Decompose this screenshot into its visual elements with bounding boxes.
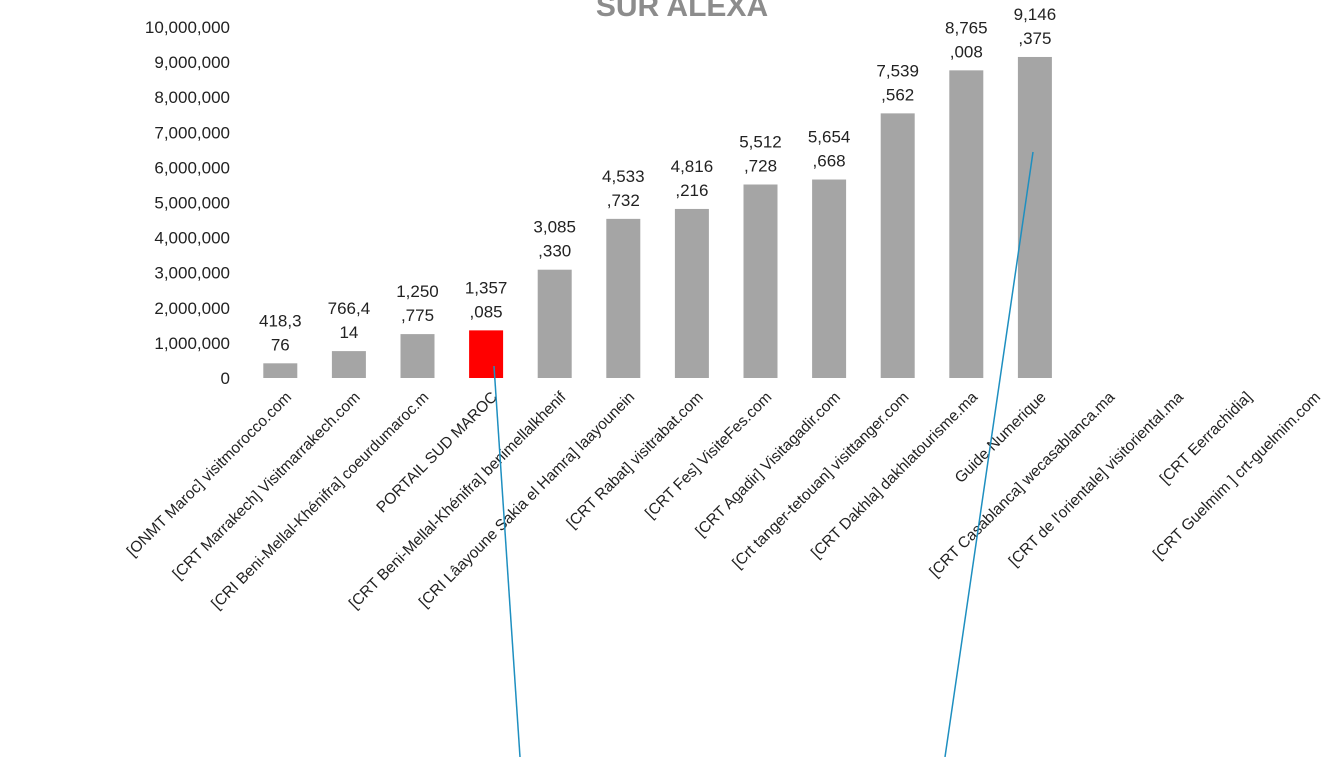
- value-label-line: 1,250: [396, 282, 439, 301]
- bar: [812, 179, 847, 378]
- value-label-line: 3,085: [533, 218, 576, 237]
- bar: [263, 363, 298, 378]
- value-label: 4,533 ,732: [602, 167, 645, 210]
- bar: [880, 113, 915, 378]
- annotation-line: [493, 365, 521, 757]
- value-label-line: ,668: [813, 152, 846, 171]
- value-label: 1,250 ,775: [396, 282, 439, 325]
- value-label-line: 7,539: [876, 61, 919, 80]
- value-label: 9,146 ,375: [1014, 5, 1057, 48]
- value-label: 418,3 76: [259, 311, 302, 354]
- value-label-line: 9,146: [1014, 5, 1057, 24]
- value-label-line: 5,654: [808, 128, 851, 147]
- value-label: 3,085 ,330: [533, 218, 576, 261]
- value-label: 5,654 ,668: [808, 128, 851, 171]
- value-label-line: 8,765: [945, 18, 988, 37]
- value-label-line: 4,816: [671, 157, 714, 176]
- value-label-line: 14: [339, 323, 358, 342]
- value-label: 1,357 ,085: [465, 278, 508, 321]
- x-tick-label: [CRT Rabat] visitrabat.com: [564, 389, 707, 532]
- y-tick-label: 1,000,000: [154, 334, 230, 353]
- value-label-line: 1,357: [465, 278, 508, 297]
- x-tick-label: [CRT Fes] VisiteFes.com: [642, 389, 775, 522]
- bar: [743, 184, 778, 378]
- value-label-line: 766,4: [328, 299, 371, 318]
- annotation-line: [944, 151, 1034, 757]
- value-label: 4,816 ,216: [671, 157, 714, 200]
- value-label-line: ,085: [470, 302, 503, 321]
- value-label-line: ,732: [607, 191, 640, 210]
- bar: [537, 269, 572, 378]
- bar: [331, 351, 366, 378]
- value-label-line: 5,512: [739, 133, 782, 152]
- x-tick-label: PORTAIL SUD MAROC: [373, 389, 501, 517]
- value-label-line: 4,533: [602, 167, 645, 186]
- chart-title: SUR ALEXA: [596, 0, 768, 23]
- value-label: 7,539 ,562: [876, 61, 919, 104]
- value-label-line: ,775: [401, 306, 434, 325]
- value-label: 5,512 ,728: [739, 133, 782, 176]
- value-label-line: 418,3: [259, 311, 302, 330]
- y-tick-label: 2,000,000: [154, 299, 230, 318]
- value-label-line: ,562: [881, 85, 914, 104]
- y-tick-label: 3,000,000: [154, 264, 230, 283]
- value-label-line: ,008: [950, 42, 983, 61]
- y-tick-label: 9,000,000: [154, 53, 230, 72]
- plot-area: 0 1,000,000 2,000,000 3,000,000 4,000,000 5,0…: [124, 5, 1324, 613]
- value-label-line: ,375: [1018, 29, 1051, 48]
- value-label: 8,765 ,008: [945, 18, 988, 61]
- y-tick-label: 5,000,000: [154, 194, 230, 213]
- x-tick-label: [CRT Agadir] Visitagadir.com: [692, 389, 844, 541]
- value-label-line: ,216: [675, 181, 708, 200]
- y-tick-label: 8,000,000: [154, 88, 230, 107]
- bar: [400, 334, 435, 378]
- value-label-line: ,330: [538, 242, 571, 261]
- value-label-line: ,728: [744, 157, 777, 176]
- value-label: 766,4 14: [328, 299, 371, 342]
- bar: [606, 218, 641, 378]
- value-label-line: 76: [271, 335, 290, 354]
- y-tick-label: 6,000,000: [154, 158, 230, 177]
- bar: [469, 330, 504, 378]
- y-tick-label: 7,000,000: [154, 123, 230, 142]
- y-tick-label: 10,000,000: [145, 18, 230, 37]
- bar: [674, 208, 709, 378]
- y-tick-label: 0: [221, 369, 230, 388]
- bar: [949, 70, 984, 379]
- y-tick-label: 4,000,000: [154, 229, 230, 248]
